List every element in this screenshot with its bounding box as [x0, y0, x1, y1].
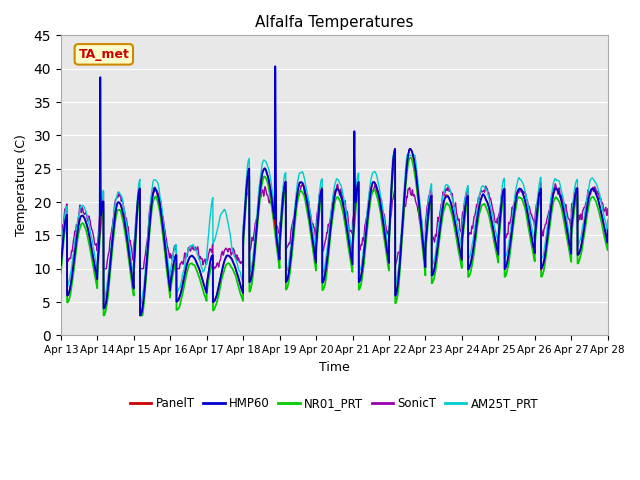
Legend: PanelT, HMP60, NR01_PRT, SonicT, AM25T_PRT: PanelT, HMP60, NR01_PRT, SonicT, AM25T_P… — [125, 392, 543, 415]
X-axis label: Time: Time — [319, 360, 349, 374]
Text: TA_met: TA_met — [78, 48, 129, 61]
Title: Alfalfa Temperatures: Alfalfa Temperatures — [255, 15, 413, 30]
Y-axis label: Temperature (C): Temperature (C) — [15, 134, 28, 236]
